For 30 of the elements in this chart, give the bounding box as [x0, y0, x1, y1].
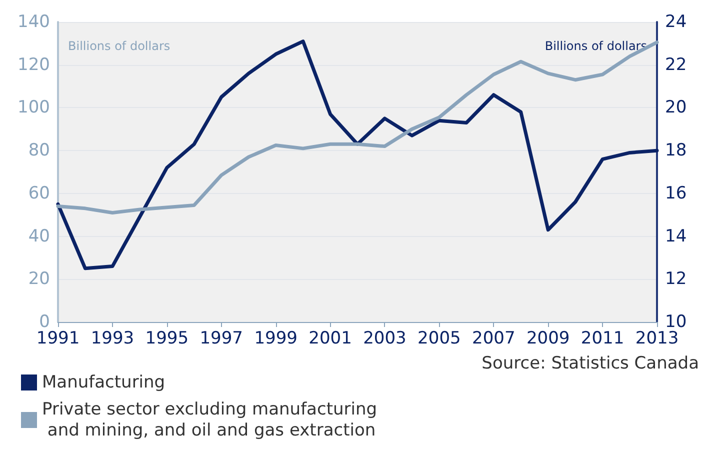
- line-series: [56, 40, 659, 270]
- y2-tick-label: 20: [665, 98, 687, 118]
- y-tick-label: 60: [28, 183, 50, 204]
- y-tick-label: 20: [28, 269, 50, 290]
- y-tick-label: 140: [18, 12, 50, 32]
- y-tick-label: 80: [28, 140, 50, 161]
- x-tick-label: 2011: [580, 328, 624, 348]
- y2-tick-label: 16: [665, 183, 687, 204]
- x-tick-label: 2001: [308, 328, 352, 348]
- y-axis-title: Billions of dollars: [68, 39, 170, 53]
- y-tick-label: 120: [18, 54, 50, 75]
- x-tick-label: 2003: [363, 328, 406, 348]
- x-tick-label: 1997: [200, 328, 243, 348]
- x-tick-label: 1993: [90, 328, 134, 348]
- x-tick-label: 1995: [145, 328, 189, 348]
- legend-label: Manufacturing: [42, 372, 166, 392]
- x-tick-label: 2005: [418, 328, 461, 348]
- y2-tick-label: 14: [665, 226, 687, 246]
- y-tick-label: 100: [18, 98, 50, 118]
- y2-tick-label: 12: [665, 269, 687, 290]
- y-tick-label: 40: [28, 226, 50, 246]
- x-tick-label: 2007: [472, 328, 516, 348]
- source-note: Source: Statistics Canada: [482, 354, 700, 374]
- y2-tick-label: 24: [665, 12, 687, 32]
- y2-tick-label: 18: [665, 140, 687, 161]
- y2-tick-label: 22: [665, 54, 687, 75]
- legend-label: Private sector excluding manufacturing and mining, and oil and gas extraction: [42, 400, 378, 440]
- x-tick-label: 1999: [254, 328, 298, 348]
- x-tick-label: 2009: [526, 328, 570, 348]
- line-series: [56, 40, 659, 214]
